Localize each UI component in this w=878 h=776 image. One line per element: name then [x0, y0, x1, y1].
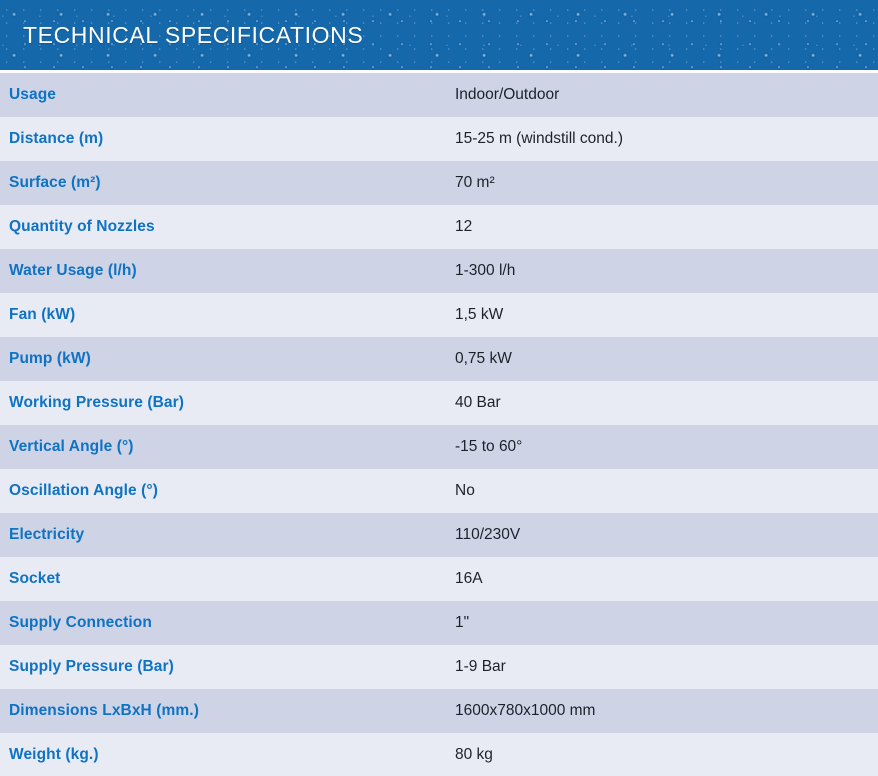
spec-row: Oscillation Angle (°) No: [0, 469, 878, 513]
spec-value: 70 m²: [455, 174, 495, 191]
spec-row: Socket 16A: [0, 557, 878, 601]
spec-value: 16A: [455, 570, 483, 587]
spec-table: Usage Indoor/Outdoor Distance (m) 15-25 …: [0, 73, 878, 776]
spec-label: Supply Connection: [9, 614, 152, 631]
spec-row: Electricity 110/230V: [0, 513, 878, 557]
spec-value: 1600x780x1000 mm: [455, 702, 596, 719]
spec-value: 40 Bar: [455, 394, 501, 411]
spec-value: 110/230V: [455, 526, 521, 543]
spec-label: Dimensions LxBxH (mm.): [9, 702, 199, 719]
spec-value: 15-25 m (windstill cond.): [455, 130, 623, 147]
spec-value: 1,5 kW: [455, 306, 504, 323]
spec-label: Weight (kg.): [9, 746, 99, 763]
spec-value: 80 kg: [455, 746, 493, 763]
spec-label: Socket: [9, 570, 61, 587]
spec-label: Surface (m²): [9, 174, 101, 191]
spec-row: Usage Indoor/Outdoor: [0, 73, 878, 117]
spec-value: 12: [455, 218, 473, 235]
spec-value: Indoor/Outdoor: [455, 86, 560, 103]
spec-label: Oscillation Angle (°): [9, 482, 158, 499]
spec-value: 1-300 l/h: [455, 262, 516, 279]
spec-value: -15 to 60°: [455, 438, 523, 455]
spec-row: Pump (kW) 0,75 kW: [0, 337, 878, 381]
spec-row: Surface (m²) 70 m²: [0, 161, 878, 205]
spec-row: Supply Pressure (Bar) 1-9 Bar: [0, 645, 878, 689]
page-title: TECHNICAL SPECIFICATIONS: [23, 21, 364, 48]
spec-row: Supply Connection 1": [0, 601, 878, 645]
spec-row: Water Usage (l/h) 1-300 l/h: [0, 249, 878, 293]
spec-label: Supply Pressure (Bar): [9, 658, 174, 675]
spec-row: Fan (kW) 1,5 kW: [0, 293, 878, 337]
spec-label: Distance (m): [9, 130, 104, 147]
spec-label: Working Pressure (Bar): [9, 394, 185, 411]
spec-row: Vertical Angle (°) -15 to 60°: [0, 425, 878, 469]
spec-label: Pump (kW): [9, 350, 91, 367]
spec-label: Vertical Angle (°): [9, 438, 134, 455]
specs-header-banner: TECHNICAL SPECIFICATIONS: [0, 0, 878, 70]
spec-value: 1": [455, 614, 470, 631]
spec-label: Quantity of Nozzles: [9, 218, 155, 235]
spec-row: Quantity of Nozzles 12: [0, 205, 878, 249]
spec-label: Water Usage (l/h): [9, 262, 137, 279]
spec-value: 0,75 kW: [455, 350, 512, 367]
spec-row: Working Pressure (Bar) 40 Bar: [0, 381, 878, 425]
spec-value: 1-9 Bar: [455, 658, 506, 675]
spec-row: Weight (kg.) 80 kg: [0, 733, 878, 776]
spec-row: Distance (m) 15-25 m (windstill cond.): [0, 117, 878, 161]
spec-label: Fan (kW): [9, 306, 76, 323]
spec-value: No: [455, 482, 475, 499]
spec-label: Electricity: [9, 526, 85, 543]
spec-label: Usage: [9, 86, 57, 103]
spec-row: Dimensions LxBxH (mm.) 1600x780x1000 mm: [0, 689, 878, 733]
